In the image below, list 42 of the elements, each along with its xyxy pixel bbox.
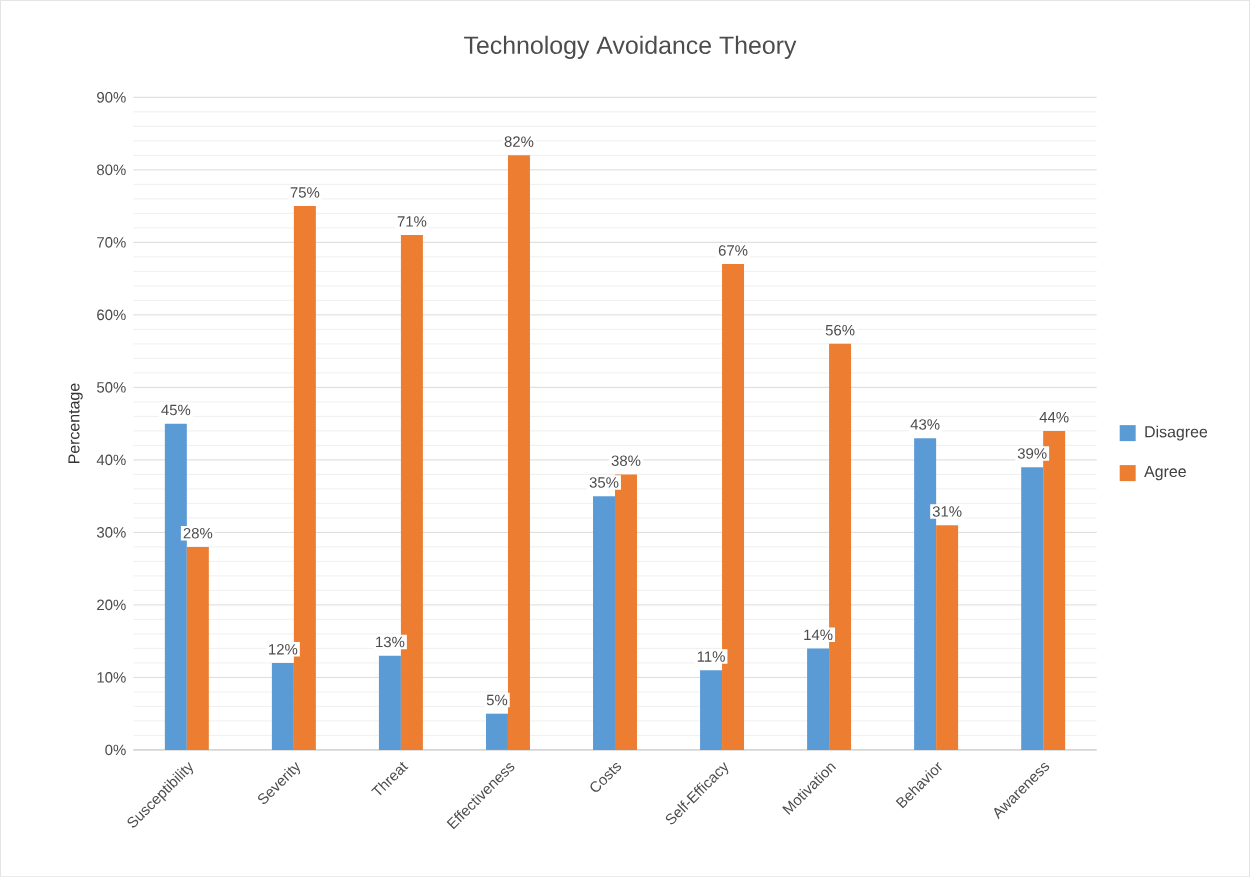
bar	[271, 662, 294, 750]
data-label: 11%	[697, 651, 725, 662]
bar	[593, 496, 615, 750]
chart-title: Technology Avoidance Theory	[464, 35, 797, 59]
y-tick-label: 80%	[97, 164, 126, 176]
y-tick-label: 10%	[97, 672, 126, 683]
y-tick-label: 70%	[97, 236, 126, 248]
bar	[700, 670, 723, 750]
data-label: 35%	[589, 477, 619, 488]
y-tick-label: 60%	[97, 309, 126, 321]
data-label: 5%	[486, 694, 508, 706]
data-label: 14%	[804, 629, 833, 640]
y-tick-label: 50%	[96, 381, 126, 393]
data-label: 67%	[718, 245, 748, 256]
data-label: 75%	[290, 187, 320, 198]
y-tick-label: 40%	[96, 454, 126, 466]
data-label: 82%	[504, 136, 534, 147]
bar	[936, 525, 959, 750]
bar	[378, 655, 401, 750]
y-tick-label: 20%	[97, 599, 126, 611]
bar	[507, 155, 530, 750]
data-label: 44%	[1039, 411, 1069, 423]
data-label: 31%	[932, 506, 962, 517]
data-label: 28%	[183, 527, 213, 539]
data-label: 13%	[376, 636, 405, 648]
data-label: 71%	[397, 216, 427, 227]
y-tick-label: 0%	[105, 744, 126, 756]
data-label: 12%	[269, 643, 298, 655]
bar	[485, 713, 508, 750]
data-label: 38%	[611, 455, 641, 466]
legend-label: Disagree	[1145, 425, 1208, 441]
bar	[807, 648, 830, 750]
y-tick-label: 90%	[97, 91, 126, 103]
legend-label: Agree	[1144, 465, 1186, 481]
y-tick-label: 30%	[96, 526, 126, 538]
data-label: 43%	[910, 419, 940, 430]
data-label: 56%	[825, 324, 855, 336]
data-label: 45%	[161, 404, 191, 416]
bar	[186, 546, 209, 750]
bar	[1021, 467, 1044, 750]
y-axis-title: Percentage	[68, 383, 83, 463]
data-label: 39%	[1017, 448, 1047, 459]
